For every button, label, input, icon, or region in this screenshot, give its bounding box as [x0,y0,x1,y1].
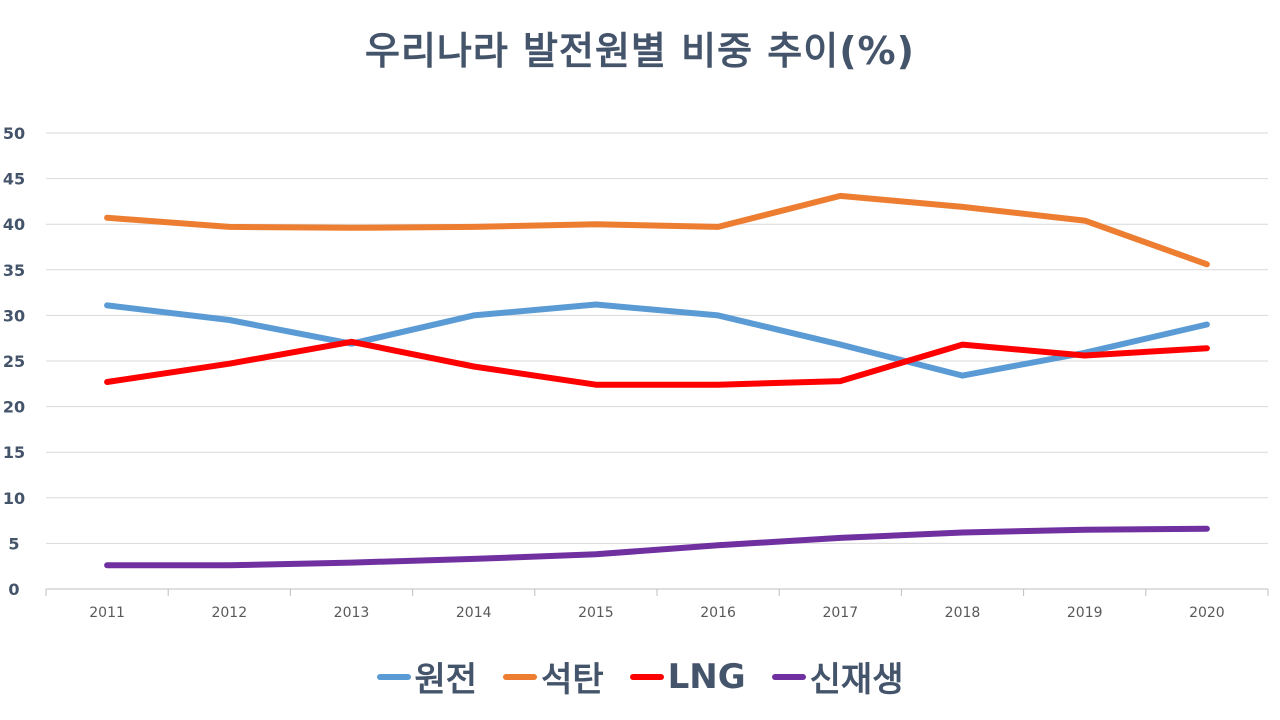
y-tick-label: 30 [3,306,25,325]
legend-item: LNG [629,656,746,697]
x-tick-label: 2011 [89,605,125,621]
series-line [104,192,1210,268]
x-tick-label: 2016 [700,605,736,621]
x-tick-label: 2014 [456,605,492,621]
legend: 원전 석탄 LNG 신재생 [0,652,1280,701]
y-tick-label: 35 [3,261,25,280]
series-line [104,338,1210,388]
x-tick-label: 2017 [822,605,858,621]
legend-swatch [503,673,538,680]
y-tick-label: 20 [3,398,25,417]
legend-label: 신재생 [809,660,904,700]
x-tick-label: 2012 [211,605,247,621]
y-tick-label: 10 [3,489,25,508]
y-tick-label: 25 [3,352,25,371]
legend-label: 석탄 [541,660,604,700]
legend-item: 원전 [376,652,478,701]
series-lines [104,192,1210,569]
gridlines [46,132,1268,544]
legend-item: 신재생 [771,652,904,701]
x-tick-label: 2020 [1189,605,1225,621]
series-line [104,301,1210,379]
y-tick-label: 40 [3,215,25,234]
legend-label: 원전 [414,660,478,700]
x-tick-label: 2018 [945,605,981,621]
axes: 0 5 10 15 20 25 30 35 40 45 50 2011 2012 2013 2014 2015… [3,124,1269,621]
y-tick-label: 50 [3,124,25,143]
x-tick-label: 2015 [578,605,614,621]
x-tick-label: 2019 [1067,605,1103,621]
y-tick-label: 45 [3,170,25,189]
legend-swatch [376,673,411,680]
y-tick-label: 15 [3,443,25,462]
y-tick-label: 5 [8,534,19,553]
legend-swatch [629,673,664,680]
legend-item: 석탄 [503,652,604,701]
legend-swatch [771,673,806,680]
x-tick-label: 2013 [334,605,370,621]
legend-label: LNG [667,656,746,697]
chart-title: 우리나라 발전원별 비중 추이(%) [364,29,916,73]
y-tick-label: 0 [8,580,19,599]
series-line [104,525,1210,569]
